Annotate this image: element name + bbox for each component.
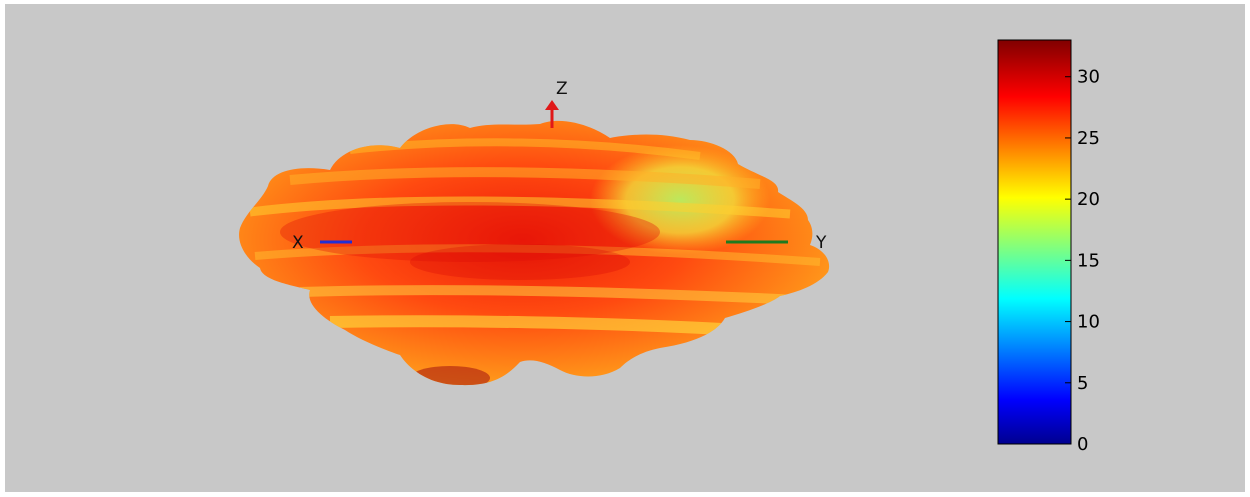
y-axis-label: Y [815,233,827,253]
x-axis-indicator: X [292,233,352,253]
z-axis-indicator: Z [545,79,568,128]
colorbar-tick-label: 30 [1077,67,1100,88]
x-axis-label: X [292,233,304,253]
radiation-pattern-surface [239,120,830,386]
colorbar-tick-label: 5 [1077,373,1088,394]
colorbar-tick-label: 0 [1077,434,1088,455]
z-axis-label: Z [556,79,568,99]
colorbar: 0 5 10 15 20 25 30 [997,39,1100,455]
colorbar-tick-label: 20 [1077,189,1100,210]
colorbar-tick-label: 25 [1077,128,1100,149]
colorbar-tick-label: 10 [1077,312,1100,333]
colorbar-tick-label: 15 [1077,250,1100,271]
y-axis-indicator: Y [726,233,827,253]
colorbar-gradient [997,39,1072,445]
